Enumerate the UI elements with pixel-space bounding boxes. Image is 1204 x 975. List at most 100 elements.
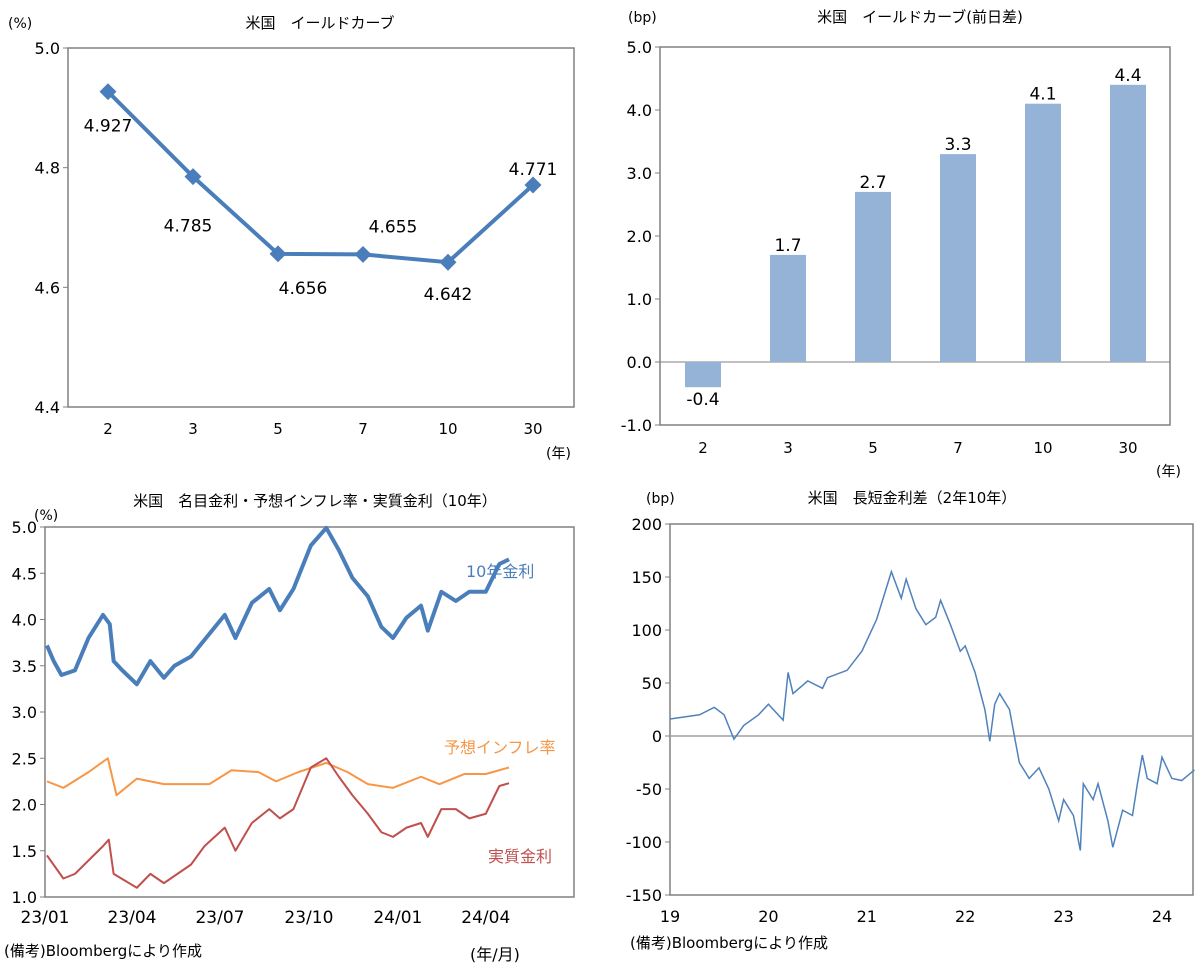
spread-x-tick-label: 21 [857,907,877,926]
rates-title: 米国 名目金利・予想インフレ率・実質金利（10年） [133,492,497,510]
yield-change-bar [1110,84,1146,363]
spread-y-tick-label: -100 [626,833,662,852]
yield-curve-data-label: 4.771 [509,160,558,180]
spread-x-tick-label: 24 [1152,907,1172,926]
rates-x-tick-label: 24/04 [461,908,510,928]
yield-change-data-label: 3.3 [944,135,971,155]
yield-change-y-tick-label: -1.0 [621,416,652,435]
yield-curve-y-tick-label: 5.0 [35,39,60,58]
spread-plot-area [669,523,1194,896]
source-note-left: (備考)Bloombergにより作成 [4,942,203,960]
yield-curve-data-label: 4.927 [84,117,133,137]
yield-change-y-tick-label: 5.0 [627,38,652,57]
rates-x-tick-label: 24/01 [373,908,422,928]
yield-curve-marker [354,245,372,263]
yield-change-bar [855,191,891,362]
rates-y-tick-label: 3.0 [12,703,37,722]
yield-curve-data-label: 4.642 [424,285,473,305]
yield-change-y-tick-label: 0.0 [627,353,652,372]
yield-curve-x-tick-label: 7 [358,420,368,438]
rates-series-line-1 [46,757,510,797]
yield-change-y-tick-label: 2.0 [627,227,652,246]
rates-series-label-0: 10年金利 [466,562,534,581]
spread-x-tick-label: 22 [955,907,975,926]
spread-y-tick-label: 50 [642,674,662,693]
rates-y-tick-label: 4.5 [12,564,37,583]
yield-curve-plot-area [67,47,575,408]
yield-change-data-label: 1.7 [774,236,801,256]
yield-curve-data-label: 4.785 [164,217,213,237]
yield-change-data-label: -0.4 [686,390,719,410]
yield-change-x-tick-label: 10 [1033,439,1052,457]
spread-x-tick-label: 19 [660,907,680,926]
rates-y-tick-label: 1.0 [12,888,37,907]
rates-y-tick-label: 3.5 [12,657,37,676]
spread-y-tick-label: -50 [636,780,662,799]
yield-curve-y-tick-label: 4.8 [35,159,60,178]
rates-series-label-2: 実質金利 [488,847,552,866]
rates-plot-area [44,526,575,898]
yield-curve-marker [524,176,542,194]
yield-change-y-tick-label: 3.0 [627,164,652,183]
rates-y-tick-label: 4.0 [12,611,37,630]
yield-change-x-tick-label: 2 [698,439,708,457]
yield-curve-y-tick-label: 4.4 [35,398,60,417]
yield-curve-marker [184,168,202,186]
rates-y-tick-label: 5.0 [12,518,37,537]
rates-y-tick-label: 1.5 [12,842,37,861]
yield-change-x-tick-label: 7 [953,439,963,457]
spread-y-tick-label: 0 [652,727,662,746]
yield-change-x-tick-label: 5 [868,439,878,457]
yield-change-bar [770,254,806,362]
yield-change-y-tick-label: 1.0 [627,290,652,309]
yield-change-data-label: 4.4 [1114,66,1141,86]
yield-curve-x-tick-label: 10 [438,420,457,438]
spread-line [669,569,1195,851]
yield-curve-data-label: 4.655 [369,217,418,237]
yield-curve-marker [269,245,287,263]
rates-y-tick-label: 2.5 [12,749,37,768]
yield-curve-marker [439,253,457,271]
yield-change-y-tick-label: 4.0 [627,101,652,120]
yield-change-data-label: 4.1 [1029,85,1056,105]
rates-x-tick-label: 23/01 [21,908,70,928]
rates-y-axis-label: (%) [34,508,58,524]
rates-x-tick-label: 23/10 [284,908,333,928]
yield-curve-x-tick-label: 2 [103,420,113,438]
spread-title: 米国 長短金利差（2年10年） [808,489,1017,507]
yield-change-bar [940,154,976,362]
yield-curve-line [106,90,535,265]
spread-y-tick-label: -150 [626,886,662,905]
yield-curve-y-tick-label: 4.6 [35,278,60,297]
yield-change-bar [1025,103,1061,362]
yield-change-data-label: 2.7 [859,173,886,193]
yield-curve-x-tick-label: 3 [188,420,198,438]
rates-x-tick-label: 23/07 [195,908,244,928]
spread-y-tick-label: 150 [631,568,662,587]
yield-change-bar [685,362,721,388]
spread-y-tick-label: 100 [631,621,662,640]
yield-change-x-axis-label: (年) [1156,464,1181,480]
rates-series-line-0 [45,525,510,687]
yield-curve-x-tick-label: 5 [273,420,283,438]
spread-x-tick-label: 20 [758,907,778,926]
rates-x-axis-label: (年/月) [470,945,520,964]
rates-series-line-2 [46,757,510,889]
spread-x-tick-label: 23 [1053,907,1073,926]
yield-curve-title: 米国 イールドカーブ [245,14,394,32]
yield-change-title: 米国 イールドカーブ(前日差) [817,8,1023,26]
yield-change-plot-area [659,46,1171,426]
yield-curve-x-tick-label: 30 [523,420,542,438]
spread-y-axis-label: (bp) [646,491,675,507]
source-note-right: (備考)Bloombergにより作成 [630,934,829,952]
yield-curve-x-axis-label: (年) [546,446,571,462]
yield-change-x-tick-label: 30 [1118,439,1137,457]
yield-change-x-tick-label: 3 [783,439,793,457]
rates-x-tick-label: 23/04 [108,908,157,928]
yield-curve-marker [99,83,117,101]
yield-change-y-axis-label: (bp) [628,10,657,26]
spread-y-tick-label: 200 [631,515,662,534]
yield-curve-data-label: 4.656 [279,279,328,299]
